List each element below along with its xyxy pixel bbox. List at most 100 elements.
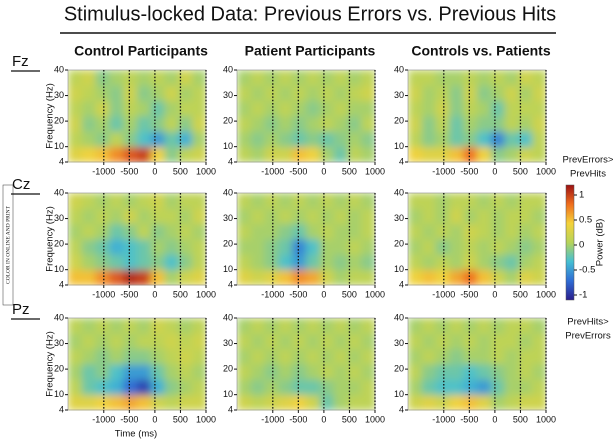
heatmap-cell — [347, 208, 362, 225]
heatmap-cell — [81, 116, 97, 132]
heatmap — [237, 70, 376, 163]
heatmap-cell — [435, 394, 450, 411]
heatmap-cell — [504, 85, 519, 102]
heatmap-cell — [68, 100, 83, 117]
heatmap-cell — [361, 269, 376, 286]
heatmap-cell — [81, 223, 97, 240]
heatmap-cell — [250, 85, 266, 102]
row-label: Cz — [12, 176, 30, 193]
heatmap-cell — [81, 146, 97, 163]
heatmap-cell — [192, 394, 207, 411]
heatmap-cell — [408, 348, 423, 365]
heatmap-cell — [278, 131, 293, 148]
heatmap-cell — [449, 364, 464, 380]
heatmap-cell — [95, 394, 110, 411]
heatmap-cell — [435, 333, 450, 350]
heatmap-cell — [150, 239, 166, 255]
heatmap-cell — [292, 85, 307, 102]
heatmap-cell — [178, 146, 193, 163]
heatmap-cell — [518, 364, 533, 380]
heatmap-cell — [306, 146, 321, 163]
heatmap-cell — [237, 146, 252, 163]
heatmap-cell — [449, 223, 464, 240]
x-tick-label: 0 — [492, 414, 497, 424]
heatmap-cell — [68, 131, 83, 148]
heatmap-cell — [95, 223, 110, 240]
heatmap-cell — [237, 70, 252, 86]
x-tick-label: 1000 — [196, 289, 216, 299]
heatmap-cell — [306, 394, 321, 411]
x-tick-label: 1000 — [365, 289, 385, 299]
heatmap-cell — [250, 208, 266, 225]
heatmap-cell — [250, 70, 266, 86]
heatmap-cell — [319, 348, 335, 365]
heatmap-cell — [361, 254, 376, 271]
heatmap-cell — [123, 269, 138, 286]
heatmap-cell — [504, 364, 519, 380]
heatmap-cell — [278, 116, 293, 132]
heatmap-cell — [164, 269, 179, 286]
heatmap-cell — [333, 85, 348, 102]
heatmap-cell — [192, 348, 207, 365]
heatmap-cell — [435, 85, 450, 102]
heatmap — [68, 70, 207, 163]
heatmap-cell — [306, 318, 321, 334]
heatmap-cell — [292, 193, 307, 209]
heatmap — [237, 193, 376, 286]
heatmap-cell — [504, 70, 519, 86]
heatmap-cell — [347, 193, 362, 209]
heatmap-cell — [68, 318, 83, 334]
heatmap-cell — [532, 348, 547, 365]
heatmap-cell — [532, 364, 547, 380]
heatmap-cell — [192, 116, 207, 132]
heatmap-cell — [95, 318, 110, 334]
heatmap-cell — [408, 100, 423, 117]
heatmap-cell — [68, 85, 83, 102]
heatmap-cell — [421, 223, 437, 240]
heatmap-cell — [164, 193, 179, 209]
x-tick-label: 0 — [152, 289, 157, 299]
heatmap-cell — [347, 100, 362, 117]
heatmap-cell — [164, 239, 179, 255]
heatmap-cell — [109, 131, 124, 148]
heatmap-cell — [237, 379, 252, 396]
heatmap-cell — [361, 348, 376, 365]
heatmap-cell — [333, 348, 348, 365]
heatmap-cell — [68, 254, 83, 271]
y-tick-label: 40 — [394, 187, 404, 197]
heatmap-cell — [435, 364, 450, 380]
heatmap-cell — [237, 364, 252, 380]
heatmap-cell — [504, 193, 519, 209]
heatmap-cell — [292, 254, 307, 271]
x-tick-label: 500 — [513, 289, 528, 299]
heatmap-cell — [264, 269, 279, 286]
heatmap-cell — [361, 131, 376, 148]
heatmap-cell — [532, 193, 547, 209]
x-tick-label: -1000 — [432, 289, 455, 299]
heatmap-cell — [361, 223, 376, 240]
heatmap-cell — [532, 116, 547, 132]
x-tick-label: 500 — [513, 166, 528, 176]
heatmap-cell — [490, 208, 506, 225]
heatmap-cell — [192, 239, 207, 255]
heatmap-cell — [123, 379, 138, 396]
y-tick-label: 4 — [399, 404, 404, 414]
heatmap-cell — [278, 239, 293, 255]
heatmap-cell — [250, 239, 266, 255]
heatmap-cell — [408, 269, 423, 286]
heatmap-cell — [192, 85, 207, 102]
x-tick-label: 1000 — [365, 414, 385, 424]
y-tick-label: 40 — [223, 312, 233, 322]
colorbar-label: Power (dB) — [595, 219, 606, 267]
heatmap-cell — [150, 193, 166, 209]
y-tick-label: 20 — [223, 115, 233, 125]
heatmap-cell — [518, 223, 533, 240]
colorbar-bottom-label: PrevHits> — [567, 317, 609, 328]
heatmap-cell — [435, 348, 450, 365]
heatmap-cell — [518, 348, 533, 365]
heatmap-cell — [532, 318, 547, 334]
heatmap-cell — [361, 379, 376, 396]
heatmap-cell — [292, 70, 307, 86]
heatmap-cell — [68, 239, 83, 255]
heatmap-cell — [192, 208, 207, 225]
